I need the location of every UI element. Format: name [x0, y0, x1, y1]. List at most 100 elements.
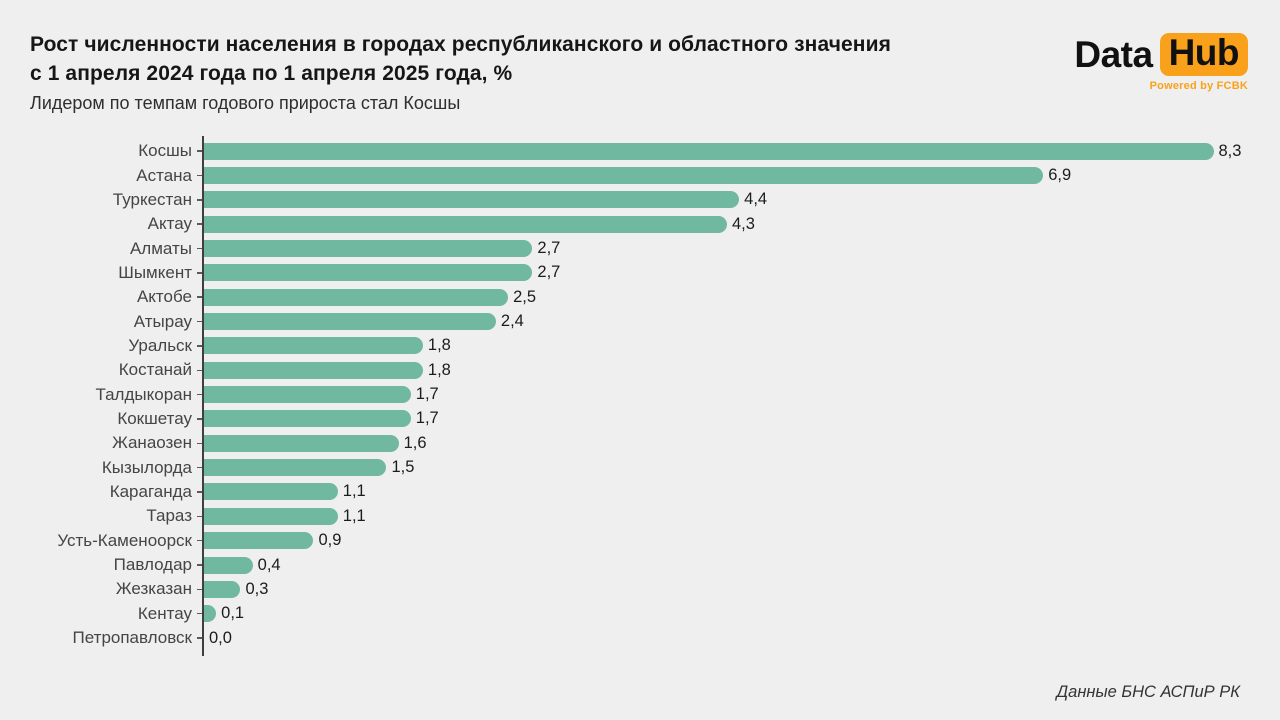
bar-value-label: 2,7 — [537, 239, 561, 258]
bar-row: Уральск 1,8 — [30, 334, 1250, 358]
axis-tick — [197, 637, 202, 639]
bar — [204, 288, 509, 306]
bar-row: Костанай 1,8 — [30, 358, 1250, 382]
category-label: Актау — [147, 214, 192, 234]
category-label: Усть-Каменоорск — [57, 530, 192, 550]
bar-row: Усть-Каменоорск 0,9 — [30, 529, 1250, 553]
y-axis-line — [202, 136, 204, 656]
category-label: Туркестан — [112, 189, 192, 209]
bar-value-label: 0,3 — [245, 579, 269, 598]
bar-value-label: 4,4 — [744, 190, 768, 209]
bar-track: 8,3 — [202, 139, 1250, 163]
bar-value-label: 8,3 — [1218, 141, 1242, 160]
axis-tick — [197, 491, 202, 493]
category-label: Жезказан — [115, 579, 192, 599]
bar — [204, 605, 217, 623]
category-label: Кокшетау — [117, 408, 192, 428]
bar-value-label: 1,7 — [415, 385, 439, 404]
title-line-2: с 1 апреля 2024 года по 1 апреля 2025 го… — [30, 62, 513, 85]
bar-row: Жезказан 0,3 — [30, 577, 1250, 601]
bar — [204, 532, 314, 550]
bar — [204, 434, 399, 452]
axis-tick — [197, 223, 202, 225]
category-label: Кызылорда — [101, 457, 192, 477]
bar-row: Шымкент 2,7 — [30, 261, 1250, 285]
bar-value-label: 0,9 — [318, 531, 342, 550]
bar-track: 0,0 — [202, 626, 1250, 650]
bar-track: 0,4 — [202, 553, 1250, 577]
bar-track: 0,1 — [202, 602, 1250, 626]
bar — [204, 313, 496, 331]
data-source-note: Данные БНС АСПиР РК — [1056, 683, 1240, 701]
axis-tick — [197, 369, 202, 372]
category-label: Жанаозен — [112, 433, 192, 453]
bar-track: 4,3 — [202, 212, 1250, 236]
page-title: Рост численности населения в городах рес… — [30, 30, 1020, 88]
bar — [204, 459, 387, 477]
axis-tick — [197, 247, 202, 250]
bar-track: 2,7 — [202, 261, 1250, 285]
bar — [204, 410, 411, 428]
bar-row: Кентау 0,1 — [30, 602, 1250, 626]
bar-row: Талдыкоран 1,7 — [30, 382, 1250, 406]
category-label: Петропавловск — [72, 628, 192, 648]
bar-row: Кокшетау 1,7 — [30, 407, 1250, 431]
axis-tick — [197, 442, 202, 445]
bar-value-label: 1,1 — [342, 506, 366, 525]
bar-track: 6,9 — [202, 163, 1250, 187]
bar — [204, 191, 740, 209]
datahub-logo: Data Hub Powered by FCBK — [1074, 33, 1248, 92]
bar-track: 0,3 — [202, 577, 1250, 601]
bar-value-label: 2,7 — [537, 263, 561, 282]
category-label: Алматы — [129, 238, 192, 258]
bar-row: Петропавловск 0,0 — [30, 626, 1250, 650]
axis-tick — [197, 515, 202, 518]
bar-track: 1,8 — [202, 334, 1250, 358]
chart-header: Рост численности населения в городах рес… — [30, 30, 1020, 115]
bar — [204, 507, 338, 525]
bar-value-label: 2,4 — [500, 312, 524, 331]
bar — [204, 215, 727, 233]
axis-tick — [197, 345, 202, 347]
category-label: Атырау — [133, 311, 192, 331]
bar — [204, 142, 1214, 160]
axis-tick — [197, 272, 202, 274]
category-label: Тараз — [146, 506, 192, 526]
category-label: Костанай — [118, 360, 192, 380]
bar — [204, 556, 253, 574]
bar-value-label: 1,1 — [342, 482, 366, 501]
category-label: Актобе — [136, 287, 192, 307]
bar — [204, 167, 1044, 185]
bar-value-label: 1,8 — [427, 336, 451, 355]
bar — [204, 483, 338, 501]
bar — [204, 580, 241, 598]
bar-row: Тараз 1,1 — [30, 504, 1250, 528]
category-label: Караганда — [109, 481, 192, 501]
axis-tick — [197, 588, 202, 591]
bar-row: Актобе 2,5 — [30, 285, 1250, 309]
bar-row: Туркестан 4,4 — [30, 188, 1250, 212]
logo-text-data: Data — [1074, 33, 1153, 75]
bar-track: 0,9 — [202, 529, 1250, 553]
axis-tick — [197, 150, 202, 152]
category-label: Шымкент — [118, 262, 192, 282]
logo-text-hub: Hub — [1159, 33, 1248, 76]
page-subtitle: Лидером по темпам годового прироста стал… — [30, 93, 461, 113]
bar-value-label: 1,6 — [403, 433, 427, 452]
category-label: Уральск — [128, 335, 192, 355]
axis-tick — [197, 612, 202, 615]
axis-tick — [197, 466, 202, 469]
bar-track: 2,7 — [202, 236, 1250, 260]
axis-tick — [197, 418, 202, 420]
category-label: Павлодар — [113, 555, 192, 575]
bar-value-label: 0,1 — [221, 604, 245, 623]
axis-tick — [197, 320, 202, 323]
bar-track: 4,4 — [202, 188, 1250, 212]
axis-tick — [197, 564, 202, 566]
axis-tick — [197, 296, 202, 298]
bar-row: Кызылорда 1,5 — [30, 455, 1250, 479]
bar — [204, 361, 423, 379]
bar-value-label: 1,8 — [427, 360, 451, 379]
bar-track: 1,1 — [202, 504, 1250, 528]
bar — [204, 337, 423, 355]
